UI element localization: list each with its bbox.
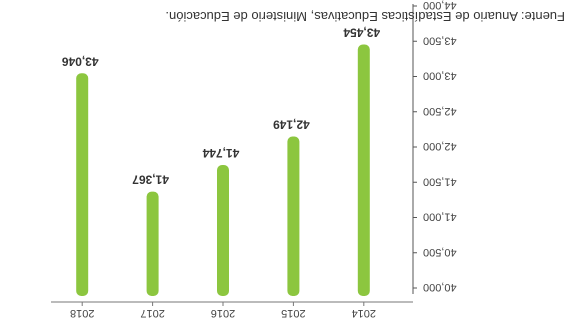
bar [217,165,229,296]
category-label: 2018 [70,307,94,319]
value-axis-tick-label: 44,000 [423,0,457,11]
value-axis-tick-label: 43,000 [423,70,457,82]
bar-value-label: 41,367 [132,173,169,187]
category-label: 2017 [140,307,164,319]
bar [357,44,370,296]
bar [76,73,89,296]
bar [146,191,159,296]
value-axis-tick-label: 42,500 [423,105,457,117]
value-axis-tick-label: 43,500 [423,34,457,46]
bar [287,136,300,296]
value-axis-tick-label: 41,500 [423,175,457,187]
category-label: 2014 [352,307,376,319]
category-label: 2016 [211,307,235,319]
bar-value-label: 43,454 [343,25,380,39]
value-axis-tick-label: 40,000 [423,281,457,293]
source-note: Fuente: Anuario de Estadísticas Educativ… [165,9,565,24]
bar-value-label: 43,046 [62,54,99,68]
bar-value-label: 41,744 [202,146,239,160]
category-label: 2015 [281,307,305,319]
value-axis-tick-label: 41,000 [423,211,457,223]
bar-value-label: 42,149 [273,117,310,131]
value-axis-tick-label: 40,500 [423,246,457,258]
value-axis-tick-label: 42,000 [423,140,457,152]
